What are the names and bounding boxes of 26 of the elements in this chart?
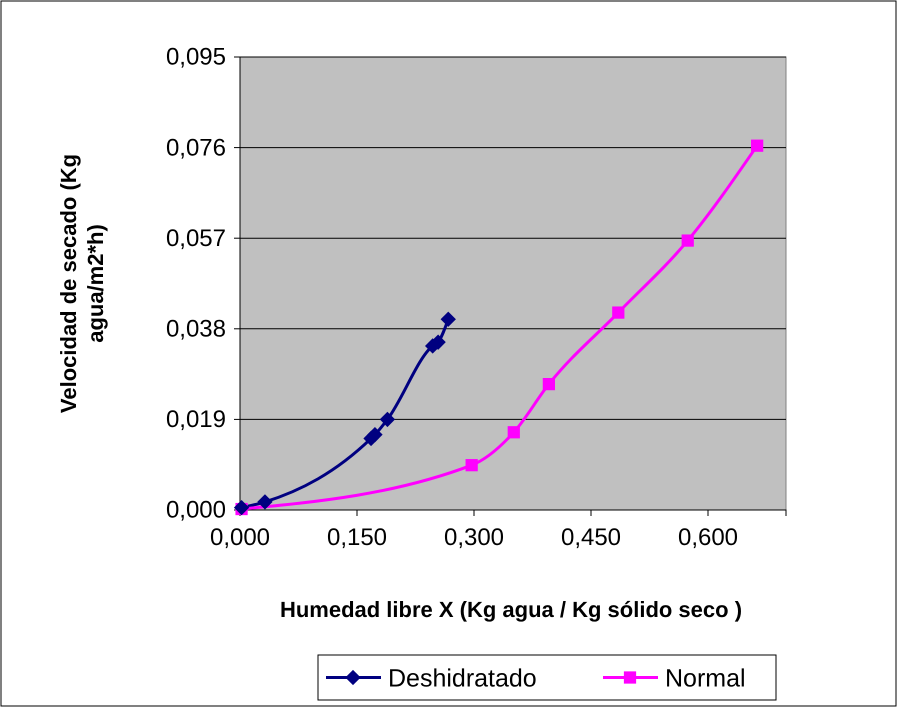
point [542, 378, 556, 390]
y-tick-label: 0,095 [166, 44, 226, 71]
x-axis-title: Humedad libre X (Kg agua / Kg sólido seco ) [280, 597, 742, 622]
point [751, 140, 764, 152]
x-tick-label: 0,450 [560, 524, 622, 552]
point [380, 412, 396, 428]
x-tick-label: 0,150 [326, 524, 388, 552]
legend-label: Normal [665, 664, 746, 692]
point [440, 312, 456, 327]
y-axis-title: Velocidad de secado (Kg agua/m2*h) [56, 154, 108, 414]
legend-label: Deshidratado [388, 664, 537, 692]
y-tick-label: 0,019 [166, 406, 226, 434]
point [466, 459, 478, 472]
point [367, 426, 383, 442]
point [612, 306, 624, 319]
point [508, 426, 520, 438]
y-tick-label: 0,076 [166, 134, 226, 162]
y-tick-label: 0,057 [166, 224, 226, 252]
point [682, 234, 694, 247]
point [234, 500, 250, 516]
y-tick-label: 0,038 [166, 315, 226, 342]
point [257, 494, 273, 510]
y-tick-label: 0,000 [166, 496, 226, 524]
x-tick-label: 0,600 [678, 524, 738, 552]
x-tick-label: 0,300 [444, 524, 504, 552]
x-tick-label: 0,000 [210, 524, 270, 552]
